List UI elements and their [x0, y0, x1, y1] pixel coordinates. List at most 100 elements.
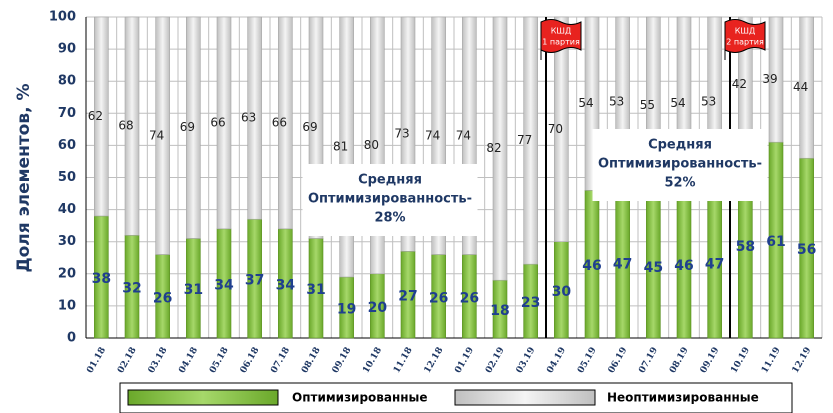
- data-label: 81: [333, 140, 348, 154]
- flag: [724, 19, 766, 53]
- x-tick-label: 08.19: [668, 346, 691, 375]
- flag-text: КШД: [551, 27, 571, 36]
- x-tick-label: 12.18: [423, 346, 446, 375]
- data-label: 19: [337, 302, 356, 318]
- x-tick-label: 10.19: [729, 346, 752, 375]
- y-tick-label: 20: [58, 266, 76, 281]
- bar-segment: [554, 16, 569, 242]
- data-label: 39: [762, 72, 777, 86]
- data-label: 82: [486, 141, 501, 155]
- legend-label: Оптимизированные: [292, 391, 428, 405]
- data-label: 66: [210, 115, 225, 129]
- flag-text: КШД: [735, 27, 755, 36]
- data-label: 55: [640, 98, 655, 112]
- x-tick-label: 07.18: [269, 346, 292, 375]
- x-tick-label: 11.18: [392, 346, 415, 375]
- x-tick-label: 02.19: [484, 346, 507, 375]
- y-tick-label: 0: [67, 331, 76, 346]
- data-label: 46: [582, 258, 601, 274]
- flag: [540, 19, 582, 53]
- data-label: 63: [241, 111, 256, 125]
- y-axis-label: Доля элементов, %: [14, 83, 34, 272]
- data-label: 58: [736, 239, 755, 255]
- data-label: 45: [644, 260, 663, 276]
- data-label: 30: [552, 284, 572, 300]
- x-tick-label: 02.18: [116, 346, 139, 375]
- data-label: 74: [456, 128, 471, 142]
- x-tick-label: 05.19: [576, 346, 599, 375]
- data-label: 32: [122, 281, 141, 297]
- y-tick-label: 100: [49, 10, 76, 25]
- data-label: 66: [272, 115, 287, 129]
- x-tick-label: 09.19: [699, 346, 722, 375]
- data-label: 74: [149, 128, 164, 142]
- bar-segment: [799, 16, 814, 159]
- annotation-box: [592, 129, 768, 201]
- data-label: 74: [425, 128, 440, 142]
- data-label: 47: [705, 257, 724, 273]
- data-label: 20: [368, 300, 388, 316]
- x-tick-label: 12.19: [791, 346, 814, 375]
- bar-segment: [155, 16, 170, 255]
- flag-text: 1 партия: [542, 38, 580, 47]
- data-label: 68: [118, 119, 133, 133]
- x-tick-label: 01.18: [85, 346, 108, 375]
- data-label: 54: [670, 96, 685, 110]
- y-tick-label: 40: [58, 202, 76, 217]
- y-tick-label: 90: [58, 42, 76, 57]
- data-label: 38: [92, 271, 111, 287]
- annotation-text: Оптимизированность-: [308, 192, 472, 207]
- x-tick-label: 05.18: [208, 346, 231, 375]
- y-tick-label: 50: [58, 170, 76, 185]
- x-tick-label: 08.18: [300, 346, 323, 375]
- annotation-text: Средняя: [648, 138, 712, 153]
- data-label: 80: [364, 138, 379, 152]
- data-label: 46: [674, 258, 693, 274]
- x-tick-label: 03.19: [515, 346, 538, 375]
- x-tick-label: 09.18: [331, 346, 354, 375]
- bar-segment: [768, 16, 784, 143]
- data-label: 70: [548, 122, 563, 136]
- y-tick-label: 10: [58, 298, 76, 313]
- annotation-text: 52%: [664, 176, 695, 191]
- bar-segment: [247, 16, 262, 220]
- data-label: 34: [276, 277, 296, 293]
- data-label: 54: [578, 96, 593, 110]
- x-tick-label: 11.19: [760, 346, 783, 375]
- x-tick-label: 10.18: [361, 346, 384, 375]
- annotation-text: 28%: [374, 211, 405, 226]
- annotation-text: Оптимизированность-: [598, 157, 762, 172]
- x-tick-label: 04.18: [177, 346, 200, 375]
- data-label: 42: [732, 77, 747, 91]
- data-label: 69: [302, 120, 317, 134]
- legend-label: Неоптимизированные: [607, 391, 759, 405]
- data-label: 53: [609, 95, 624, 109]
- data-label: 18: [490, 303, 509, 319]
- legend-swatch: [127, 389, 279, 406]
- bar-segment: [94, 16, 109, 217]
- data-label: 31: [184, 282, 203, 298]
- data-label: 47: [613, 257, 632, 273]
- data-label: 31: [306, 282, 325, 298]
- annotation-box: [302, 164, 478, 236]
- data-label: 26: [460, 290, 479, 306]
- x-tick-label: 07.19: [637, 346, 660, 375]
- data-label: 61: [766, 234, 785, 250]
- data-label: 53: [701, 95, 716, 109]
- x-tick-label: 01.19: [453, 346, 476, 375]
- y-tick-label: 80: [58, 74, 76, 89]
- data-label: 37: [245, 273, 264, 289]
- data-label: 69: [180, 120, 195, 134]
- data-label: 26: [153, 290, 172, 306]
- x-tick-label: 04.19: [545, 346, 568, 375]
- bar-segment: [492, 16, 508, 281]
- bar-segment: [278, 16, 293, 230]
- y-tick-label: 70: [58, 106, 76, 121]
- legend-swatch: [454, 389, 596, 406]
- data-label: 62: [88, 109, 103, 123]
- bar-segment: [523, 16, 538, 265]
- data-label: 44: [793, 80, 808, 94]
- x-tick-label: 06.18: [239, 346, 262, 375]
- bar-segment: [186, 16, 201, 239]
